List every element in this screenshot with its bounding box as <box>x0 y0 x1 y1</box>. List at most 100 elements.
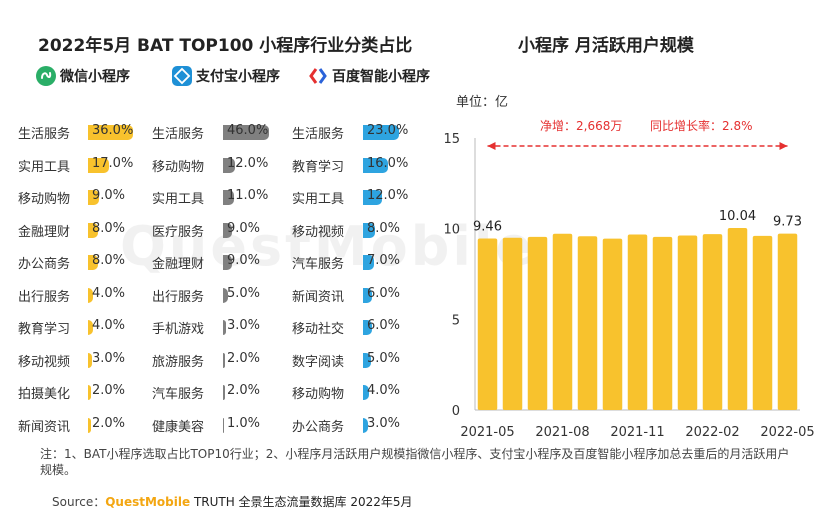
alipay-bar <box>223 352 225 368</box>
baidu-bar <box>363 222 376 238</box>
legend-wechat: 微信小程序 <box>36 66 130 86</box>
legend-label-wechat: 微信小程序 <box>60 69 130 85</box>
mau-bar-chart: 0 5 10 15 9.46 2021-05 2021-08 2021-11 2022-02 10… <box>443 118 814 440</box>
alipay-value-label: 3.0% <box>227 318 261 333</box>
wechat-value-label: 17.0% <box>92 155 134 171</box>
alipay-value-label: 46.0% <box>227 123 269 138</box>
x-tick-label: 2021-08 <box>535 425 589 440</box>
alipay-value-label: 2.0% <box>227 350 261 366</box>
wechat-bar <box>88 222 98 238</box>
mau-value-label: 10.04 <box>719 209 756 224</box>
baidu-category-label: 数字阅读 <box>292 354 345 370</box>
baidu-value-label: 3.0% <box>367 415 401 431</box>
baidu-category-label: 生活服务 <box>292 127 345 142</box>
source-suffix: TRUTH 全景生态流量数据库 2022年5月 <box>190 495 413 509</box>
alipay-category-label: 移动购物 <box>152 159 205 175</box>
y-tick-label: 15 <box>443 132 460 147</box>
baidu-bar <box>363 352 371 368</box>
alipay-bar <box>223 190 234 205</box>
y-tick-label: 5 <box>452 313 460 328</box>
alipay-category-label: 手机游戏 <box>152 322 205 337</box>
mau-bar <box>652 236 673 410</box>
wechat-bar <box>88 190 100 205</box>
wechat-category-label: 办公商务 <box>18 257 71 272</box>
wechat-value-label: 2.0% <box>92 383 126 398</box>
left-chart-title: 2022年5月 BAT TOP100 小程序行业分类占比 <box>38 36 413 56</box>
baidu-category-label: 教育学习 <box>292 159 345 175</box>
wechat-category-label: 新闻资讯 <box>18 419 71 435</box>
x-tick-label: 2021-05 <box>460 425 514 440</box>
baidu-category-label: 汽车服务 <box>292 257 345 272</box>
wechat-value-label: 36.0% <box>92 123 134 138</box>
baidu-value-label: 5.0% <box>367 350 401 366</box>
wechat-bar <box>88 287 93 303</box>
mau-bar <box>577 236 598 410</box>
right-chart-title: 小程序 月活跃用户规模 <box>518 36 694 56</box>
annotation-net-growth: 净增：2,668万 <box>540 119 622 133</box>
legend-alipay: 支付宝小程序 <box>172 66 280 86</box>
baidu-value-label: 23.0% <box>367 123 409 138</box>
x-tick-label: 2022-02 <box>685 425 739 440</box>
alipay-value-label: 1.0% <box>227 415 261 431</box>
baidu-bar <box>363 255 374 270</box>
baidu-bar <box>363 320 373 335</box>
alipay-bar <box>223 255 232 270</box>
alipay-value-label: 5.0% <box>227 285 261 301</box>
alipay-category-label: 健康美容 <box>152 419 205 435</box>
alipay-bar <box>223 320 226 335</box>
arrow-left-icon <box>487 142 496 150</box>
annotation-yoy-growth: 同比增长率：2.8% <box>650 118 753 133</box>
alipay-bar <box>223 287 228 303</box>
mau-bar <box>777 233 798 410</box>
arrow-right-icon <box>779 142 788 150</box>
baidu-category-label: 移动社交 <box>292 322 345 337</box>
x-tick-label: 2022-05 <box>760 425 814 440</box>
legend-label-baidu: 百度智能小程序 <box>332 69 430 85</box>
wechat-category-label: 出行服务 <box>18 289 71 305</box>
wechat-bar <box>88 157 110 173</box>
baidu-category-label: 新闻资讯 <box>292 289 345 305</box>
baidu-value-label: 16.0% <box>367 155 409 171</box>
alipay-bar <box>223 385 225 400</box>
mau-bar <box>502 237 523 410</box>
alipay-category-label: 金融理财 <box>152 257 205 272</box>
wechat-value-label: 4.0% <box>92 285 126 301</box>
wechat-value-label: 9.0% <box>92 188 126 203</box>
source-brand: QuestMobile <box>105 495 191 509</box>
x-tick-label: 2021-11 <box>610 425 664 440</box>
wechat-bar <box>88 125 133 140</box>
wechat-category-label: 金融理财 <box>18 224 71 240</box>
mau-bar <box>677 235 698 410</box>
baidu-value-label: 12.0% <box>367 188 409 203</box>
alipay-value-label: 9.0% <box>227 220 261 236</box>
alipay-category-label: 实用工具 <box>152 192 205 207</box>
alipay-bar <box>223 222 232 238</box>
unit-label: 单位：亿 <box>456 95 509 110</box>
wechat-bar <box>88 417 91 433</box>
mau-bar <box>477 238 498 410</box>
baidu-bar <box>363 417 368 433</box>
wechat-category-label: 教育学习 <box>18 322 71 337</box>
alipay-miniprogram-icon <box>172 66 192 86</box>
alipay-bar <box>223 157 235 173</box>
mau-bar <box>702 234 723 410</box>
alipay-bar <box>223 125 269 140</box>
baidu-value-label: 6.0% <box>367 318 401 333</box>
alipay-value-label: 2.0% <box>227 383 261 398</box>
baidu-category-label: 移动购物 <box>292 387 345 402</box>
alipay-value-label: 11.0% <box>227 188 269 203</box>
baidu-miniprogram-icon <box>308 66 328 86</box>
footnote: 注：1、BAT小程序选取占比TOP10行业；2、小程序月活跃用户规模指微信小程序… <box>40 447 790 477</box>
baidu-category-label: 移动视频 <box>292 224 345 240</box>
legend-label-alipay: 支付宝小程序 <box>196 69 280 85</box>
alipay-category-label: 医疗服务 <box>152 224 205 240</box>
mau-bar <box>527 236 548 410</box>
wechat-category-label: 实用工具 <box>18 159 71 175</box>
mau-bar <box>552 233 573 410</box>
baidu-bar <box>363 287 373 303</box>
wechat-bar <box>88 352 92 368</box>
wechat-value-label: 4.0% <box>92 318 126 333</box>
wechat-category-label: 拍摄美化 <box>18 387 71 402</box>
alipay-category-label: 旅游服务 <box>152 354 205 370</box>
alipay-value-label: 9.0% <box>227 253 261 268</box>
